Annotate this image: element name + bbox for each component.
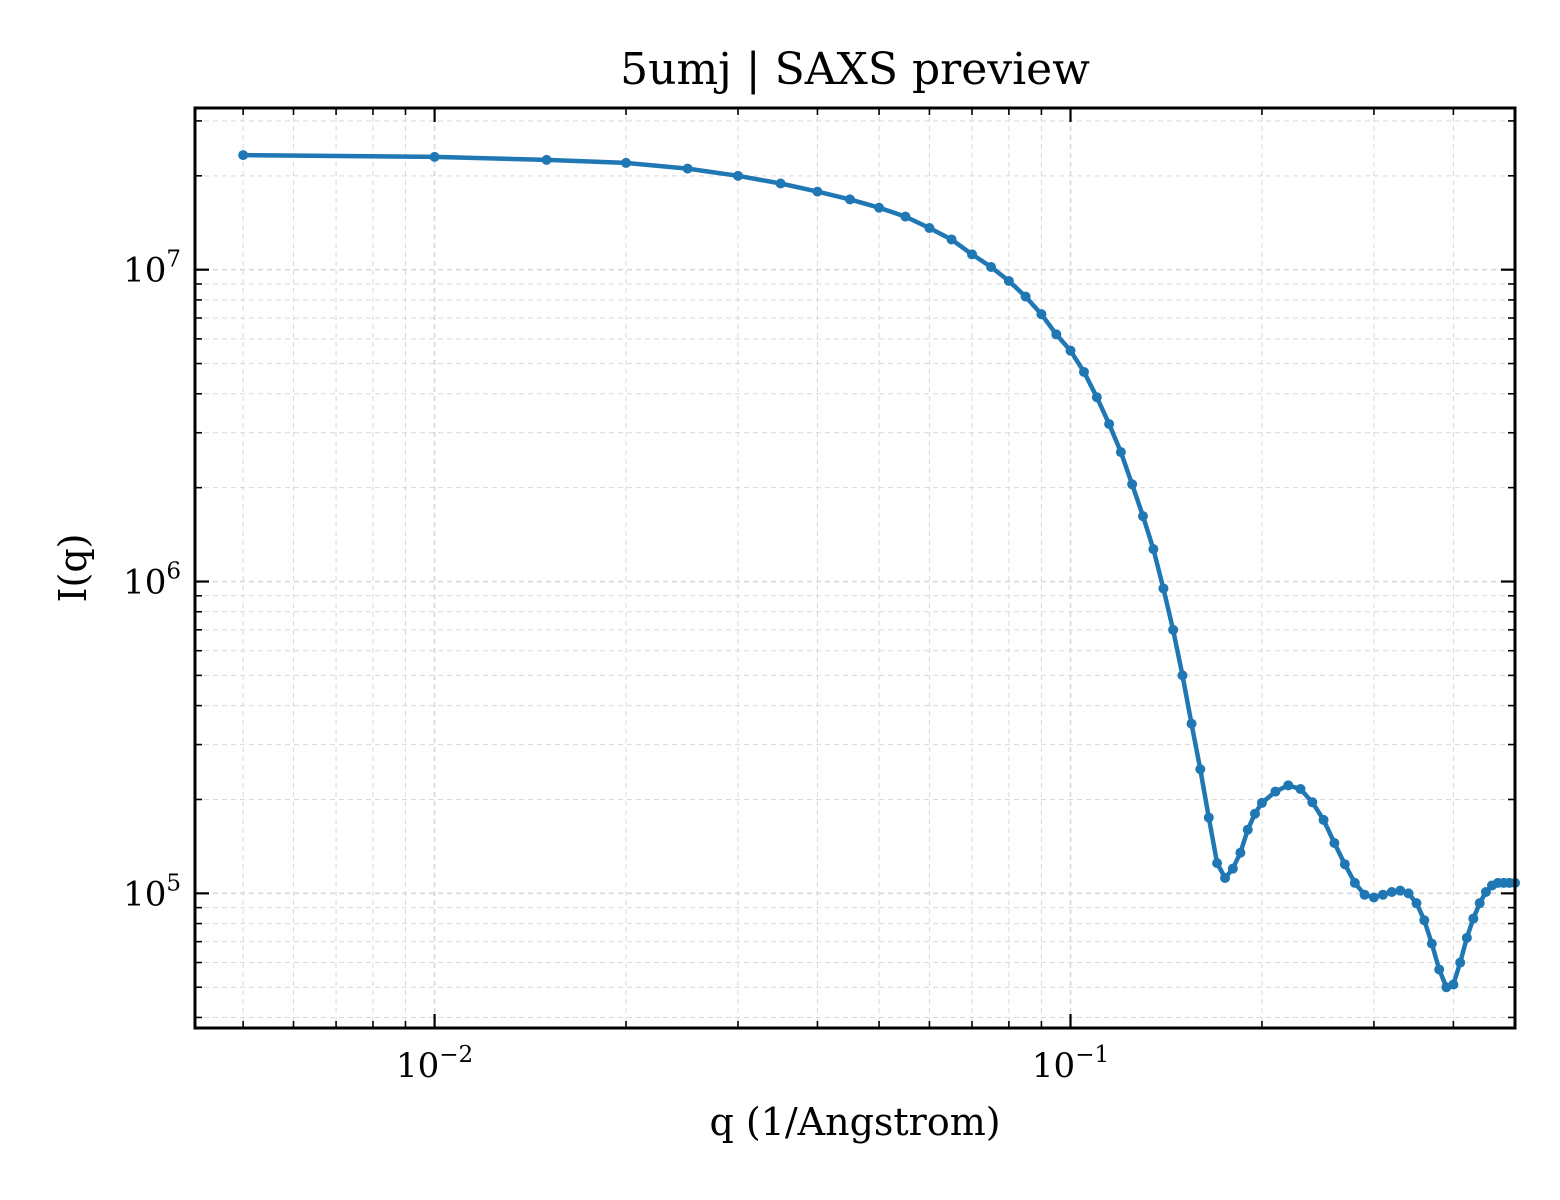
data-point: [812, 186, 823, 197]
data-point: [1235, 847, 1246, 858]
data-point: [1349, 877, 1360, 888]
data-point: [874, 202, 885, 213]
data-point: [1115, 447, 1126, 458]
data-point: [1411, 898, 1422, 909]
data-point: [1065, 345, 1076, 356]
data-point: [924, 223, 935, 234]
data-point: [1270, 786, 1281, 797]
x-tick-label: 10−1: [1032, 1042, 1109, 1086]
data-point: [844, 194, 855, 205]
chart-title: 5umj | SAXS preview: [620, 44, 1090, 95]
data-point: [775, 178, 786, 189]
data-point: [1148, 544, 1159, 555]
data-point: [1480, 887, 1491, 898]
data-point: [1448, 979, 1459, 990]
data-point: [1036, 309, 1047, 320]
data-point: [946, 234, 957, 245]
data-point: [1339, 859, 1350, 870]
data-point: [1091, 392, 1102, 403]
y-tick-label: 105: [123, 870, 181, 914]
data-point: [1283, 780, 1294, 791]
data-point: [1051, 329, 1062, 340]
data-point: [1127, 479, 1138, 490]
data-point: [986, 262, 997, 273]
data-point: [1468, 913, 1479, 924]
data-point: [1227, 863, 1238, 874]
data-point: [1295, 784, 1306, 795]
data-point: [1359, 889, 1370, 900]
data-series: [238, 150, 1520, 993]
data-point: [900, 211, 911, 222]
x-axis-label: q (1/Angstrom): [709, 1100, 1000, 1144]
data-point: [1242, 824, 1253, 835]
data-point: [1137, 511, 1148, 522]
data-point: [1368, 892, 1379, 903]
data-point: [1403, 888, 1414, 899]
data-point: [1455, 957, 1466, 968]
data-point: [1020, 291, 1031, 302]
data-point: [1212, 858, 1223, 869]
data-point: [1158, 583, 1169, 594]
data-point: [1377, 889, 1388, 900]
data-point: [1256, 797, 1267, 808]
tick-labels: 10−2 10−1 105 106 107: [123, 247, 1109, 1086]
data-point: [1318, 814, 1329, 825]
data-point: [1003, 275, 1014, 286]
data-point: [1220, 873, 1231, 884]
data-point: [1168, 624, 1179, 635]
data-point: [1203, 812, 1214, 823]
data-point: [1395, 885, 1406, 896]
y-tick-label: 107: [123, 247, 181, 291]
data-point: [1329, 838, 1340, 849]
y-axis-label: I(q): [51, 534, 95, 603]
y-tick-label: 106: [123, 559, 181, 603]
data-point: [967, 249, 978, 260]
data-point: [732, 170, 743, 181]
data-point: [1474, 898, 1485, 909]
axis-ticks: [195, 108, 1516, 1028]
data-point: [238, 150, 249, 161]
data-point: [1307, 797, 1318, 808]
grid-lines: [195, 108, 1516, 1028]
data-point: [621, 157, 632, 168]
data-point: [1426, 938, 1437, 949]
data-point: [1186, 718, 1197, 729]
data-point: [1434, 964, 1445, 975]
plot-frame: [193, 106, 1517, 1030]
x-tick-label: 10−2: [396, 1042, 473, 1086]
data-point: [1177, 670, 1188, 681]
data-point: [1195, 764, 1206, 775]
data-point: [1249, 808, 1260, 819]
data-point: [682, 163, 693, 174]
series-line: [240, 152, 1518, 990]
data-point: [1078, 366, 1089, 377]
data-point: [1386, 887, 1397, 898]
data-point: [541, 154, 552, 165]
data-point: [429, 151, 440, 162]
data-point: [1461, 932, 1472, 943]
data-point: [1104, 418, 1115, 429]
data-point: [1419, 915, 1430, 926]
